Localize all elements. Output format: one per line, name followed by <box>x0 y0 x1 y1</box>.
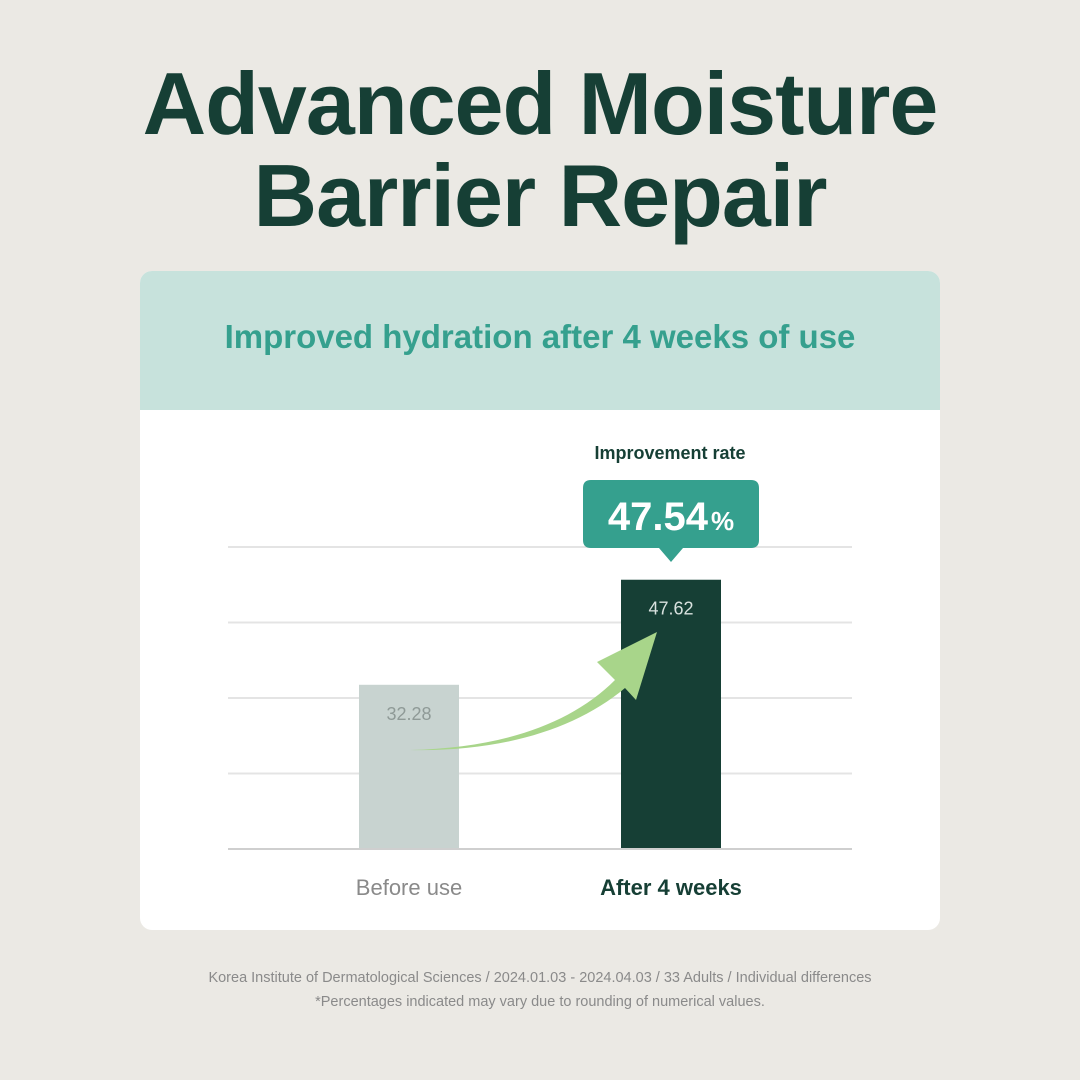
improvement-rate-label: Improvement rate <box>594 443 745 463</box>
footnote-source: Korea Institute of Dermatological Scienc… <box>208 970 872 986</box>
page-title: Advanced Moisture Barrier Repair <box>0 58 1080 242</box>
improvement-rate-value: 47.54% <box>608 495 734 539</box>
title-line-1: Advanced Moisture <box>142 54 939 153</box>
category-label: After 4 weeks <box>600 875 742 900</box>
bar-after <box>621 579 721 849</box>
bar-value-label: 32.28 <box>386 704 431 724</box>
chart-subtitle: Improved hydration after 4 weeks of use <box>224 318 856 355</box>
chart-card: Improved hydration after 4 weeks of use <box>140 271 940 930</box>
improvement-rate-bubble <box>583 480 759 562</box>
chart-header-band: Improved hydration after 4 weeks of use <box>140 271 940 410</box>
bar-before <box>359 684 459 849</box>
bar-value-label: 47.62 <box>648 599 693 619</box>
trend-arrow-icon <box>410 632 657 751</box>
category-label: Before use <box>356 875 462 900</box>
title-line-2: Barrier Repair <box>253 146 828 245</box>
footnote-rounding: *Percentages indicated may vary due to r… <box>315 994 765 1010</box>
